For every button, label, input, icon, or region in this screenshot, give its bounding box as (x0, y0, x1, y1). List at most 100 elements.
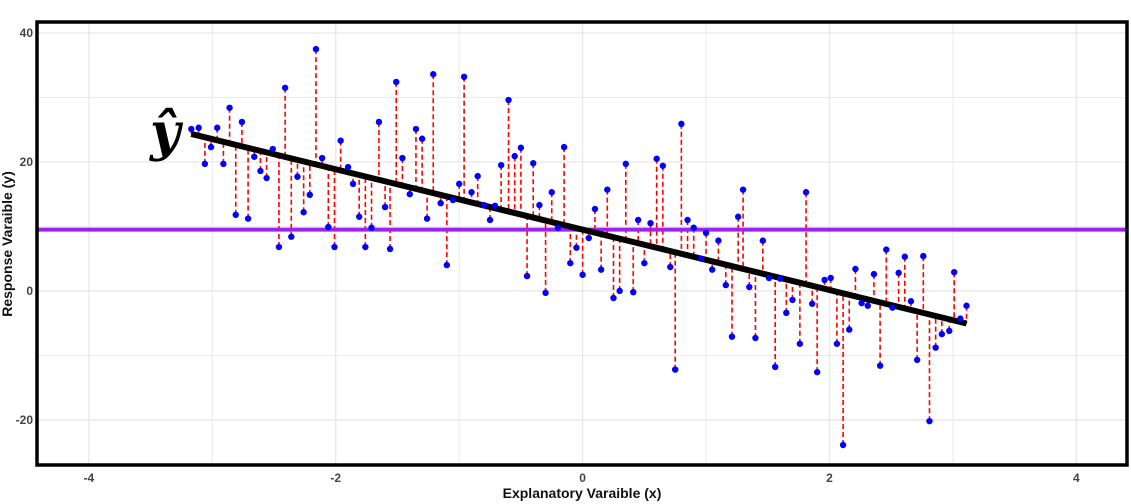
data-point (597, 266, 605, 273)
data-point (684, 216, 691, 224)
data-point (306, 191, 314, 199)
data-point (244, 215, 252, 222)
data-point (739, 186, 747, 193)
data-point (381, 203, 389, 211)
data-point (839, 441, 847, 449)
data-point (530, 160, 537, 167)
x-tick-label: 2 (826, 471, 833, 485)
data-point (932, 344, 939, 351)
data-point (776, 275, 784, 282)
data-point (802, 189, 810, 196)
data-point (188, 125, 195, 133)
data-point (331, 243, 338, 251)
data-point (870, 270, 878, 278)
data-point (523, 272, 531, 280)
x-tick-label: -4 (84, 471, 95, 485)
data-point (846, 326, 853, 333)
data-point (455, 180, 463, 188)
data-point (858, 299, 865, 307)
data-point (344, 163, 352, 171)
data-point (517, 144, 525, 151)
data-point (697, 255, 705, 262)
data-point (399, 154, 406, 162)
data-point (430, 71, 437, 78)
data-point (288, 233, 295, 240)
data-point (214, 124, 221, 131)
data-point (585, 234, 592, 242)
data-point (852, 265, 859, 273)
data-point (715, 237, 722, 244)
data-point (269, 145, 276, 153)
data-point (474, 172, 481, 180)
data-point (491, 202, 499, 209)
data-point (907, 298, 915, 305)
data-point (901, 253, 909, 260)
data-point (318, 154, 326, 162)
data-point (752, 334, 759, 342)
data-point (796, 340, 804, 347)
data-point (468, 189, 475, 196)
data-point (251, 153, 258, 160)
y-tick-label: 20 (20, 155, 34, 169)
data-point (579, 271, 586, 278)
data-point (437, 199, 444, 207)
regression-line (190, 131, 968, 327)
data-point (386, 245, 394, 253)
data-point (630, 288, 637, 296)
data-point (728, 333, 736, 340)
x-axis-title: Explanatory Varaible (x) (503, 485, 662, 501)
data-point (542, 289, 549, 297)
data-point (783, 309, 790, 317)
data-point (393, 78, 400, 86)
data-point (647, 219, 654, 227)
x-tick-label: 4 (1073, 471, 1080, 485)
data-point (362, 243, 369, 251)
data-point (573, 244, 580, 251)
data-point (957, 315, 964, 322)
data-point (889, 304, 896, 311)
data-point (207, 143, 215, 151)
data-point (511, 152, 518, 160)
x-tick-label: 0 (579, 471, 586, 485)
y-tick-label: -20 (16, 413, 34, 427)
x-axis-ticks: -4 -2 0 2 4 (84, 471, 1081, 485)
data-point (734, 213, 742, 220)
data-point (505, 96, 512, 104)
data-point (771, 363, 779, 371)
data-point (604, 186, 611, 193)
data-point (659, 162, 667, 169)
data-point (634, 216, 642, 224)
data-point (443, 261, 451, 269)
data-point (616, 287, 623, 295)
data-point (232, 211, 239, 219)
data-point (560, 143, 568, 151)
data-point (963, 302, 970, 309)
data-point (641, 259, 648, 267)
data-point (257, 167, 264, 175)
data-point (678, 120, 685, 128)
data-point (238, 118, 246, 126)
data-point (195, 124, 202, 131)
data-point (567, 259, 574, 267)
data-point (827, 274, 834, 282)
y-tick-label: 40 (20, 26, 34, 40)
data-point (423, 215, 431, 222)
data-point (449, 196, 457, 204)
data-point (201, 160, 209, 168)
data-point (722, 281, 730, 289)
data-point (622, 160, 630, 168)
data-point (486, 216, 494, 224)
data-point (653, 155, 660, 162)
data-points (188, 45, 970, 449)
grid-lines (37, 22, 1127, 465)
data-point (460, 73, 468, 81)
data-point (920, 252, 927, 260)
y-axis-ticks: -20 0 20 40 (16, 26, 34, 427)
data-point (275, 243, 283, 251)
data-point (833, 340, 841, 347)
data-point (667, 263, 674, 271)
data-point (418, 135, 426, 142)
data-point (480, 201, 488, 209)
residual-lines (190, 49, 968, 446)
